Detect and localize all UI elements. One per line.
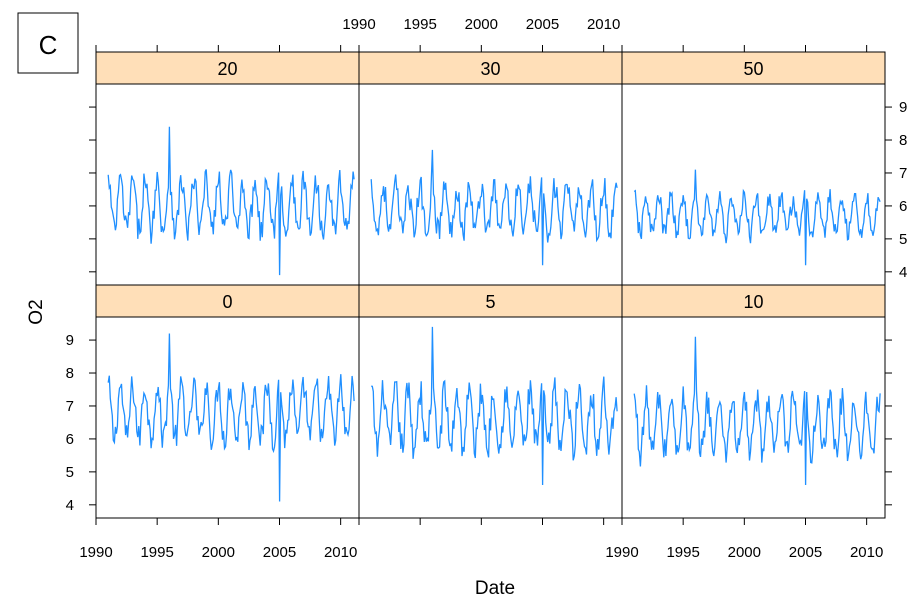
panel-frame-20 [95, 83, 360, 286]
x-tick-label-top: 1990 [342, 16, 375, 33]
y-tick-label-left: 9 [66, 332, 74, 349]
x-tick-label-bottom: 2000 [202, 544, 235, 561]
y-axis-title: O2 [26, 299, 47, 324]
series-line-50 [633, 169, 881, 266]
x-tick-label-bottom: 1990 [605, 544, 638, 561]
x-tick-label-bottom: 2005 [263, 544, 296, 561]
y-tick-label-left: 6 [66, 431, 74, 448]
strip-label-30: 30 [480, 59, 500, 79]
series-layer [107, 126, 881, 502]
y-tick-label-right: 4 [899, 264, 907, 281]
y-tick-label-left: 8 [66, 365, 74, 382]
strip-label-5: 5 [485, 292, 495, 312]
y-tick-label-right: 9 [899, 99, 907, 116]
strip-layer: 0 5 10 20 30 50 [95, 51, 886, 318]
x-tick-label-bottom: 1995 [140, 544, 173, 561]
x-tick-label-bottom: 2010 [324, 544, 357, 561]
panel-frame-10 [621, 316, 886, 519]
series-line-20 [107, 126, 355, 276]
figure-label: C [39, 30, 58, 60]
x-tick-label-top: 2010 [587, 16, 620, 33]
strip-label-0: 0 [222, 292, 232, 312]
series-line-10 [633, 336, 881, 486]
strip-label-20: 20 [217, 59, 237, 79]
series-line-0 [107, 333, 355, 502]
panel-frame-50 [621, 83, 886, 286]
strip-10 [621, 284, 886, 318]
y-tick-label-right: 7 [899, 165, 907, 182]
tick-layer [89, 45, 892, 525]
panel-frame-30 [358, 83, 623, 286]
x-axis-title: Date [475, 578, 515, 599]
panel-frame-layer [95, 83, 886, 519]
strip-label-10: 10 [743, 292, 763, 312]
x-tick-label-bottom: 1995 [666, 544, 699, 561]
y-tick-label-left: 4 [66, 497, 74, 514]
y-tick-label-left: 5 [66, 464, 74, 481]
y-tick-label-right: 6 [899, 198, 907, 215]
strip-30 [358, 51, 623, 85]
x-tick-label-bottom: 1990 [79, 544, 112, 561]
x-tick-label-bottom: 2000 [728, 544, 761, 561]
x-tick-label-bottom: 2005 [789, 544, 822, 561]
y-tick-label-right: 5 [899, 231, 907, 248]
x-tick-label-top: 2005 [526, 16, 559, 33]
x-tick-label-bottom: 2010 [850, 544, 883, 561]
figure-label-box: C [17, 12, 79, 74]
strip-0 [95, 284, 360, 318]
y-tick-label-right: 8 [899, 132, 907, 149]
x-tick-label-top: 1995 [403, 16, 436, 33]
series-line-30 [370, 149, 618, 266]
series-line-5 [371, 326, 618, 486]
y-tick-label-left: 7 [66, 398, 74, 415]
strip-label-50: 50 [743, 59, 763, 79]
x-tick-label-top: 2000 [465, 16, 498, 33]
